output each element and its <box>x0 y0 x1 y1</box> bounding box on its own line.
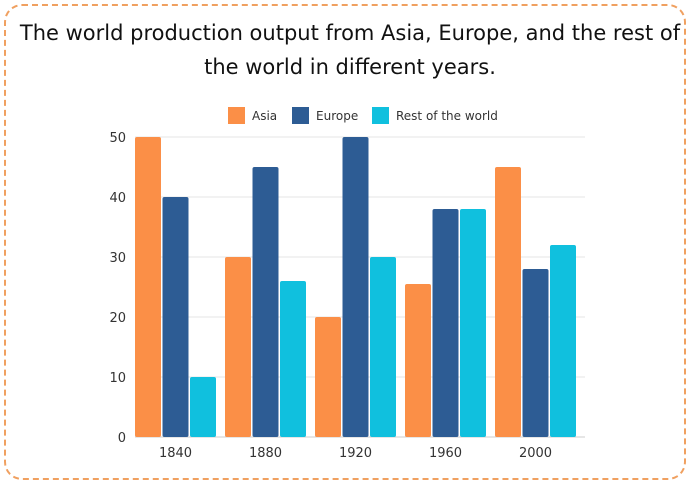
bar-europe <box>162 197 189 437</box>
bar-asia <box>405 284 431 437</box>
dashed-border <box>4 4 686 480</box>
x-tick-label: 1840 <box>159 446 192 461</box>
bar-asia <box>495 167 521 437</box>
bar-asia <box>315 317 341 437</box>
legend-label: Europe <box>316 109 358 123</box>
legend-swatch <box>372 107 389 124</box>
chart-title: The world production output from Asia, E… <box>19 21 681 79</box>
bar-rest-of-the-world <box>550 245 576 437</box>
bar-europe <box>342 137 369 437</box>
legend-label: Rest of the world <box>396 109 498 123</box>
y-tick-label: 50 <box>109 131 126 146</box>
x-tick-label: 1960 <box>429 446 462 461</box>
bar-europe <box>252 167 279 437</box>
bar-europe <box>432 209 459 437</box>
x-tick-label: 2000 <box>519 446 552 461</box>
y-tick-label: 0 <box>118 431 126 446</box>
y-tick-label: 30 <box>109 251 126 266</box>
bar-rest-of-the-world <box>370 257 396 437</box>
bar-asia <box>225 257 251 437</box>
bar-rest-of-the-world <box>190 377 216 437</box>
legend-swatch <box>228 107 245 124</box>
legend-label: Asia <box>252 109 277 123</box>
bar-asia <box>135 137 161 437</box>
y-tick-label: 40 <box>109 191 126 206</box>
bar-europe <box>522 269 549 437</box>
bar-rest-of-the-world <box>460 209 486 437</box>
x-tick-label: 1920 <box>339 446 372 461</box>
bar-rest-of-the-world <box>280 281 306 437</box>
legend-swatch <box>292 107 309 124</box>
y-tick-label: 10 <box>109 371 126 386</box>
x-tick-label: 1880 <box>249 446 282 461</box>
y-tick-label: 20 <box>109 311 126 326</box>
